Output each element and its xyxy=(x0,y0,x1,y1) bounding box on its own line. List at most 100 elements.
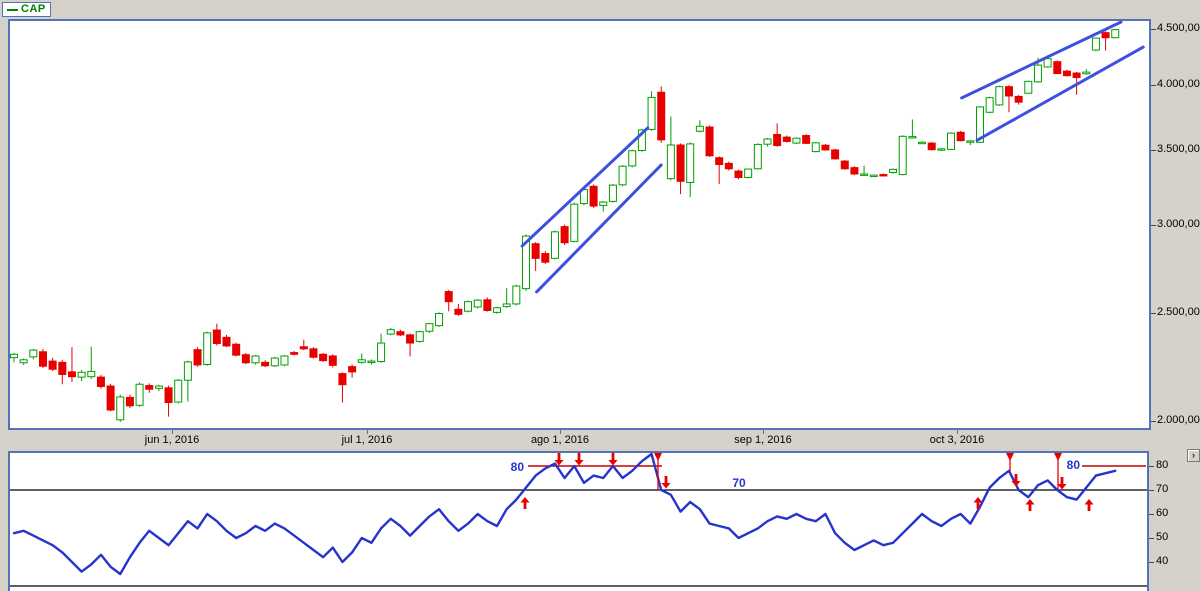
candle xyxy=(493,307,501,313)
candle xyxy=(483,299,492,311)
level-label: 80 xyxy=(511,460,525,474)
price-chart[interactable] xyxy=(8,19,1151,430)
candle xyxy=(38,351,47,367)
candle xyxy=(164,387,173,404)
candle xyxy=(270,357,279,367)
candle xyxy=(840,160,849,170)
candle xyxy=(879,174,888,177)
candle xyxy=(724,162,733,170)
candle xyxy=(512,285,521,305)
candle xyxy=(154,385,163,389)
candle xyxy=(1111,29,1120,39)
candle xyxy=(773,133,782,147)
y-axis-tick xyxy=(1151,85,1156,86)
candle xyxy=(531,243,540,259)
candle xyxy=(261,361,270,367)
oscillator-axis-label: 40 xyxy=(1156,555,1169,567)
oscillator-chart[interactable]: 80 70 80 xyxy=(8,451,1149,591)
series-line-icon xyxy=(7,8,18,11)
buy-signal-icon xyxy=(1084,499,1094,505)
price-panel-frame xyxy=(8,19,1151,430)
candle xyxy=(174,379,183,403)
candle xyxy=(966,140,975,143)
candle xyxy=(889,168,898,174)
candle xyxy=(280,355,289,366)
candle xyxy=(608,184,617,202)
candle xyxy=(435,313,444,327)
candle xyxy=(1004,86,1013,97)
candle xyxy=(348,366,357,373)
x-axis-label: oct 3, 2016 xyxy=(929,434,985,446)
level-label: 80 xyxy=(1067,458,1081,472)
candle xyxy=(666,144,675,180)
candle xyxy=(937,148,946,151)
candle xyxy=(821,144,830,151)
sell-signal-icon xyxy=(1014,474,1018,482)
sell-signal-icon xyxy=(554,460,564,466)
candle xyxy=(753,143,762,170)
candle xyxy=(473,299,482,308)
candle xyxy=(193,349,202,366)
symbol-legend[interactable]: CAP xyxy=(2,2,51,17)
candle xyxy=(396,331,405,336)
sell-signal-icon xyxy=(1011,481,1021,487)
oscillator-line xyxy=(12,452,1117,576)
candle xyxy=(212,329,221,344)
sell-signal-icon xyxy=(661,483,671,489)
candle xyxy=(560,226,569,244)
candle xyxy=(647,96,656,130)
candle xyxy=(367,360,376,363)
candle xyxy=(1024,80,1033,94)
candle xyxy=(222,336,231,347)
candle xyxy=(77,371,86,378)
buy-signal-icon xyxy=(520,497,530,503)
candle xyxy=(782,136,791,142)
candle xyxy=(338,373,347,386)
candle xyxy=(48,360,57,370)
candle xyxy=(1101,32,1110,39)
candle xyxy=(811,142,820,153)
sell-drop-marker-icon xyxy=(1054,453,1062,461)
candle xyxy=(521,235,530,290)
candle xyxy=(1014,95,1023,103)
candle xyxy=(1091,37,1100,51)
y-axis-tick xyxy=(1151,421,1156,422)
candle xyxy=(918,141,927,145)
sell-signal-icon xyxy=(611,453,615,461)
y-axis-tick xyxy=(1151,150,1156,151)
candle xyxy=(232,343,241,356)
y-axis-label: 4.000,00 xyxy=(1157,78,1200,90)
candle xyxy=(309,348,318,358)
y-axis-tick xyxy=(1151,313,1156,314)
candle xyxy=(985,97,994,113)
candle xyxy=(145,385,154,390)
trend-line xyxy=(975,45,1145,142)
oscillator-axis-tick xyxy=(1149,538,1154,539)
y-axis-label: 3.000,00 xyxy=(1157,218,1200,230)
sell-signal-icon xyxy=(664,476,668,484)
candle xyxy=(1082,71,1091,75)
candle xyxy=(976,106,984,143)
sell-signal-icon xyxy=(608,460,618,466)
candle xyxy=(599,201,608,206)
candle xyxy=(1053,61,1062,75)
candle xyxy=(995,86,1004,106)
x-axis-tick xyxy=(957,429,958,434)
buy-signal-icon xyxy=(1025,499,1035,505)
sell-drop-marker-icon xyxy=(654,453,662,461)
candle xyxy=(377,342,386,362)
y-axis-label: 2.500,00 xyxy=(1157,306,1200,318)
candle xyxy=(415,331,424,342)
sell-signal-icon xyxy=(557,453,561,461)
candle xyxy=(908,136,917,139)
buy-signal-icon xyxy=(976,502,980,509)
x-axis-label: jul 1, 2016 xyxy=(341,434,393,446)
panel-expand-button[interactable]: › xyxy=(1187,449,1200,462)
candle xyxy=(328,355,337,366)
y-axis-label: 3.500,00 xyxy=(1157,143,1200,155)
candle xyxy=(628,150,637,167)
candle xyxy=(106,385,115,411)
candle xyxy=(96,376,105,387)
candle xyxy=(695,125,704,132)
x-axis-label: jun 1, 2016 xyxy=(144,434,200,446)
